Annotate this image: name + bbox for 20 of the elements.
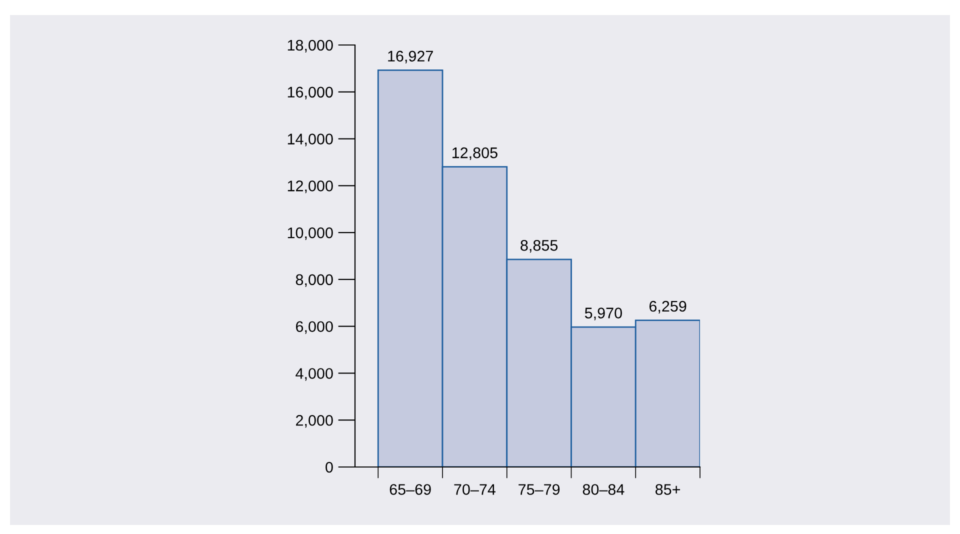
data-label: 5,970 [584,308,622,320]
y-tick-label: 18,000 [288,40,333,52]
x-tick-label: 85+ [656,484,680,495]
data-label: 16,927 [388,50,433,64]
y-tick-label: 12,000 [288,180,333,194]
x-tick-label: 80–84 [582,484,624,495]
y-tick-label: 4,000 [296,368,333,381]
y-tick-label: 10,000 [288,227,333,240]
data-label: 12,805 [452,147,498,160]
y-tick-label: 0 [326,462,333,473]
data-label: 8,855 [520,240,558,253]
x-tick-label: 70–74 [454,484,496,495]
x-tick-label: 75–79 [518,484,560,495]
x-tick-label: 65–69 [390,484,431,495]
y-tick-label: 16,000 [288,86,333,100]
data-label: 6,259 [649,300,686,314]
y-tick-label: 6,000 [296,321,333,334]
y-tick-label: 8,000 [296,274,333,287]
y-tick-label: 2,000 [296,414,333,428]
y-tick-label: 14,000 [288,134,333,146]
